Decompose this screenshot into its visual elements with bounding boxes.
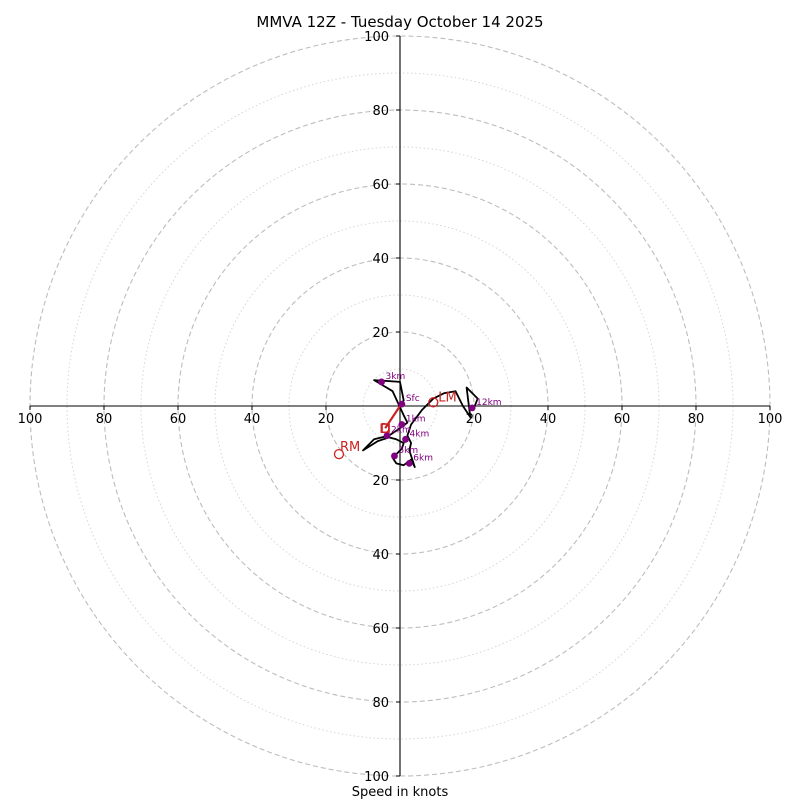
x-tick-label: 20 [318,412,335,427]
y-tick-label: 100 [364,30,389,45]
right-mover-marker [333,448,345,460]
storm-motion-group: LM RM D [333,390,457,460]
y-tick-label: 40 [372,548,389,563]
height-marker-dot [391,452,398,460]
height-marker-dot [378,378,385,386]
x-tick-label: 100 [18,412,43,427]
x-tick-label: 80 [96,412,113,427]
x-tick-label: 60 [614,412,631,427]
height-marker-dot [398,421,406,428]
chart-title: MMVA 12Z - Tuesday October 14 2025 [256,13,543,31]
y-tick-label: 20 [372,326,389,341]
x-tick-label: 100 [758,412,783,427]
y-tick-label: 80 [372,104,389,119]
height-marker-dot [468,404,476,412]
height-marker-label: 3km [386,372,406,382]
y-tick-label: 60 [372,622,389,637]
height-marker-dot [402,435,409,443]
y-tick-label: 100 [364,770,389,785]
height-marker-label: 12km [476,398,501,408]
x-tick-label: 80 [688,412,705,427]
left-mover-marker [428,397,439,408]
x-axis-label: Speed in knots [352,785,449,800]
left-mover-label: LM [438,390,456,405]
y-tick-label: 60 [372,178,389,193]
x-tick-label: 40 [540,412,557,427]
height-marker-label: 6km [413,453,433,463]
height-marker-dot [398,400,406,408]
x-tick-label: 40 [244,412,261,427]
deviant-motion-marker [380,423,390,433]
height-marker-label: 4km [410,429,430,439]
height-marker-label: 1km [406,415,426,425]
height-marker-label: 5km [398,446,418,456]
y-tick-label: 40 [372,252,389,267]
deviant-motion-label: D [380,422,390,437]
height-marker-dot [405,459,413,467]
height-marker-dot [383,432,391,439]
y-tick-label: 80 [372,696,389,711]
height-marker-label: 2km [391,426,411,436]
hodograph-trace-group [362,379,479,469]
tick-labels: 100 80 60 40 20 20 40 60 80 100100806040202040608… [18,30,783,785]
hodograph-trace [362,379,479,469]
right-mover-label: RM [340,440,360,455]
height-marker-label: Sfc [406,394,420,404]
x-tick-label: 60 [170,412,187,427]
y-tick-label: 20 [372,474,389,489]
